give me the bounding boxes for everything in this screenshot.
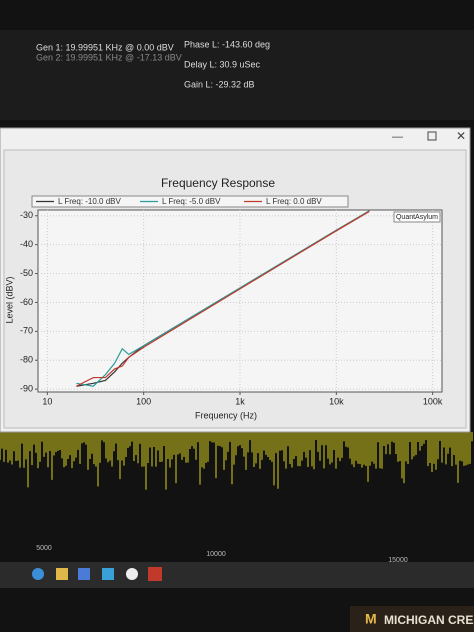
sticker-logo: M <box>365 611 377 627</box>
taskbar-icon[interactable] <box>78 568 90 580</box>
maximize-button[interactable] <box>427 131 437 141</box>
x-tick-label: 10 <box>42 396 52 406</box>
x-tick-label: 1k <box>235 396 245 406</box>
y-tick-label: -90 <box>20 383 33 393</box>
x-axis-label: Frequency (Hz) <box>195 410 257 420</box>
gain: Gain L: -29.32 dB <box>184 79 255 89</box>
legend-label: L Freq: 0.0 dBV <box>266 197 322 206</box>
taskbar-icon[interactable] <box>32 568 44 580</box>
y-tick-label: -30 <box>20 210 33 220</box>
y-tick-label: -70 <box>20 326 33 336</box>
sticker-text: MICHIGAN CREA <box>384 613 474 627</box>
taskbar-icon[interactable] <box>126 568 138 580</box>
minimize-button[interactable]: — <box>392 131 403 143</box>
x-tick-label: 100k <box>423 396 443 406</box>
y-tick-label: -80 <box>20 355 33 365</box>
spectrum-tick: 10000 <box>206 551 226 558</box>
phase: Phase L: -143.60 deg <box>184 39 270 49</box>
legend-label: L Freq: -5.0 dBV <box>162 197 221 206</box>
watermark-box <box>393 211 441 223</box>
spectrum-tick: 5000 <box>36 545 52 552</box>
watermark: QuantAsylum <box>396 214 438 221</box>
spectrum-tick: 15000 <box>388 557 408 564</box>
plot: -30 -40 -50 -60 -70 -80 -90 10 100 1k 10k 100k Quant… <box>20 195 443 406</box>
y-tick-label: -60 <box>20 297 33 307</box>
y-tick-label: -40 <box>20 239 33 249</box>
close-button[interactable]: ✕ <box>456 129 466 143</box>
delay: Delay L: 30.9 uSec <box>184 59 261 69</box>
legend-label: L Freq: -10.0 dBV <box>58 197 122 206</box>
gen2: Gen 2: 19.99951 KHz @ -17.13 dBV <box>36 52 182 62</box>
series-line <box>76 210 370 387</box>
legend <box>31 195 349 208</box>
taskbar-icon[interactable] <box>148 567 162 581</box>
taskbar-icon[interactable] <box>102 568 114 580</box>
y-tick-label: -50 <box>20 268 33 278</box>
y-axis-label: Level (dBV) <box>4 276 14 323</box>
taskbar <box>0 562 474 588</box>
spectrum <box>0 432 473 490</box>
sticker <box>350 606 474 632</box>
gen1: Gen 1: 19.99951 KHz @ 0.00 dBV <box>36 42 174 52</box>
chart-title: Frequency Response <box>161 176 275 190</box>
x-tick-label: 100 <box>136 396 151 406</box>
series-line <box>76 210 370 387</box>
x-tick-label: 10k <box>329 396 344 406</box>
taskbar-icon[interactable] <box>56 568 68 580</box>
status-panel <box>0 30 474 120</box>
